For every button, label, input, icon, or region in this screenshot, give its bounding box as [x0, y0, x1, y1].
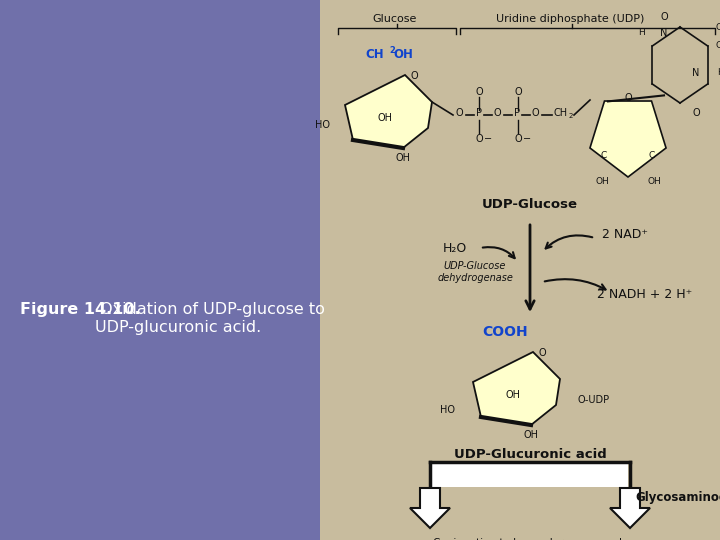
Text: O: O: [475, 134, 483, 144]
Text: O: O: [538, 348, 546, 358]
Text: OH: OH: [647, 177, 661, 186]
Text: OH: OH: [395, 153, 410, 163]
Text: 2: 2: [389, 46, 395, 55]
Text: CH: CH: [554, 108, 568, 118]
Text: OH: OH: [523, 430, 539, 440]
Text: Glucose: Glucose: [373, 14, 417, 24]
Text: Oxidation of UDP-glucose to
UDP-glucuronic acid.: Oxidation of UDP-glucose to UDP-glucuron…: [95, 302, 325, 335]
Text: OH: OH: [595, 177, 609, 186]
Text: COOH: COOH: [482, 325, 528, 339]
Text: C: C: [715, 23, 720, 31]
Text: H: H: [717, 68, 720, 77]
Text: O: O: [692, 107, 700, 118]
Text: O-UDP: O-UDP: [578, 395, 610, 405]
Text: 2 NAD⁺: 2 NAD⁺: [602, 228, 648, 241]
Text: O: O: [494, 108, 502, 118]
Bar: [432, 463, 628, 487]
Text: P: P: [514, 108, 520, 118]
Text: P: P: [476, 108, 482, 118]
Text: O: O: [532, 108, 539, 118]
Text: 2 NADH + 2 H⁺: 2 NADH + 2 H⁺: [598, 288, 693, 301]
Text: O: O: [514, 134, 522, 144]
Text: −: −: [523, 134, 531, 144]
Text: OH: OH: [377, 113, 392, 123]
Text: O: O: [514, 87, 522, 97]
Text: O: O: [475, 87, 483, 97]
Bar: [320, 0, 720, 540]
Text: O: O: [624, 93, 632, 103]
Polygon shape: [590, 101, 666, 177]
Text: UDP-Glucose
dehydrogenase: UDP-Glucose dehydrogenase: [437, 261, 513, 283]
Text: N: N: [660, 28, 667, 38]
Text: C: C: [715, 42, 720, 51]
Text: Figure 14.10.: Figure 14.10.: [20, 302, 141, 318]
Text: H: H: [638, 28, 645, 37]
Text: UDP-Glucuronic acid: UDP-Glucuronic acid: [454, 449, 606, 462]
Text: Glycosaminoglycans: Glycosaminoglycans: [635, 491, 720, 504]
Polygon shape: [610, 488, 650, 528]
Text: OH: OH: [393, 49, 413, 62]
Text: C: C: [649, 152, 655, 160]
Text: H₂O: H₂O: [443, 241, 467, 254]
Text: HO: HO: [440, 405, 455, 415]
Text: HO: HO: [315, 120, 330, 130]
Text: Uridine diphosphate (UDP): Uridine diphosphate (UDP): [496, 14, 644, 24]
Text: O: O: [456, 108, 464, 118]
Text: O: O: [660, 12, 668, 23]
Text: N: N: [693, 68, 700, 78]
Polygon shape: [345, 75, 432, 148]
Text: Conjugation to less polar compounds
(for example bilirubin, steroids,
and some d: Conjugation to less polar compounds (for…: [433, 538, 627, 540]
Text: O: O: [410, 71, 418, 81]
Text: −: −: [484, 134, 492, 144]
Text: UDP-Glucose: UDP-Glucose: [482, 199, 578, 212]
Polygon shape: [473, 352, 560, 425]
Text: CH: CH: [365, 49, 384, 62]
Text: C: C: [601, 152, 607, 160]
Text: OH: OH: [505, 390, 521, 400]
Polygon shape: [410, 488, 450, 528]
Text: 2: 2: [569, 113, 573, 119]
